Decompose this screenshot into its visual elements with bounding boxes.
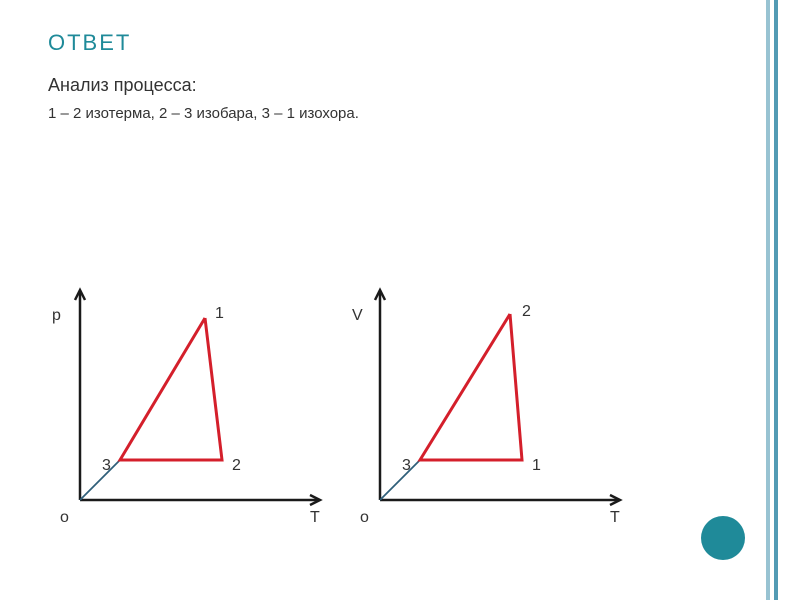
point-2-label: 2 [522, 303, 531, 320]
y-axis-label: V [352, 307, 363, 324]
x-axis-label: T [310, 509, 320, 526]
origin-ray [80, 460, 120, 500]
process-caption: 1 – 2 изотерма, 2 – 3 изобара, 3 – 1 изо… [48, 105, 359, 122]
x-axis-label: T [610, 509, 620, 526]
chart-VT: V T о 2 1 3 [340, 270, 640, 530]
process-path [120, 318, 222, 460]
slide-right-border [774, 0, 800, 600]
page-title: ОТВЕТ [48, 30, 131, 56]
point-3-label: 3 [402, 457, 411, 474]
page-subtitle: Анализ процесса: [48, 75, 197, 96]
origin-label: о [360, 509, 369, 526]
point-1-label: 1 [215, 305, 224, 322]
point-3-label: 3 [102, 457, 111, 474]
chart-pT: р T о 1 2 3 [40, 270, 340, 530]
process-path [420, 314, 522, 460]
point-1-label: 1 [532, 457, 541, 474]
origin-ray [380, 460, 420, 500]
y-axis-label: р [52, 307, 61, 324]
point-2-label: 2 [232, 457, 241, 474]
pagination-dot [701, 516, 745, 560]
origin-label: о [60, 509, 69, 526]
